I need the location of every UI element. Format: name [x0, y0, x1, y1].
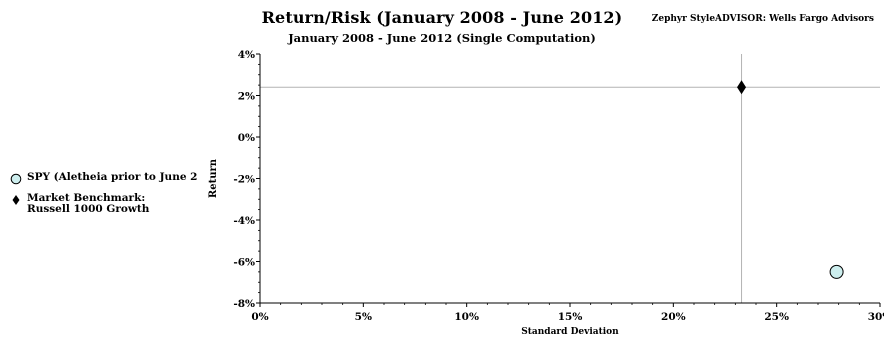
- circle-marker-icon: [10, 173, 22, 185]
- legend-label-spy: SPY (Aletheia prior to June 2: [27, 172, 198, 183]
- data-point-spy: [829, 264, 844, 279]
- x-tick-label: 5%: [355, 311, 372, 323]
- y-tick-label: 2%: [238, 91, 255, 103]
- y-tick-label: -4%: [233, 215, 255, 227]
- legend-item-benchmark: Market Benchmark: Russell 1000 Growth: [10, 192, 208, 216]
- x-tick-label: 15%: [558, 311, 583, 323]
- x-tick-label: 30%: [868, 311, 884, 323]
- y-tick-label: 0%: [238, 132, 255, 144]
- chart-title: Return/Risk (January 2008 - June 2012): [261, 8, 623, 27]
- y-tick-label: -8%: [233, 298, 255, 310]
- x-tick-label: 20%: [661, 311, 686, 323]
- y-tick-label: 4%: [238, 49, 255, 61]
- y-tick-label: -6%: [233, 257, 255, 269]
- x-tick-label: 25%: [764, 311, 789, 323]
- legend: SPY (Aletheia prior to June 2 Market Ben…: [10, 172, 208, 223]
- x-axis-title: Standard Deviation: [521, 327, 619, 337]
- y-axis-title: Return: [208, 158, 219, 198]
- source-credit: Zephyr StyleADVISOR: Wells Fargo Advisor…: [651, 14, 874, 24]
- y-tick-label: -2%: [233, 174, 255, 186]
- diamond-marker-icon: [12, 195, 20, 205]
- legend-item-spy: SPY (Aletheia prior to June 2: [10, 172, 208, 185]
- legend-label-benchmark: Market Benchmark: Russell 1000 Growth: [27, 192, 150, 216]
- x-tick-label: 0%: [251, 311, 268, 323]
- data-point-benchmark: [737, 80, 747, 95]
- x-tick-label: 10%: [454, 311, 479, 323]
- chart-subtitle: January 2008 - June 2012 (Single Computa…: [288, 31, 596, 45]
